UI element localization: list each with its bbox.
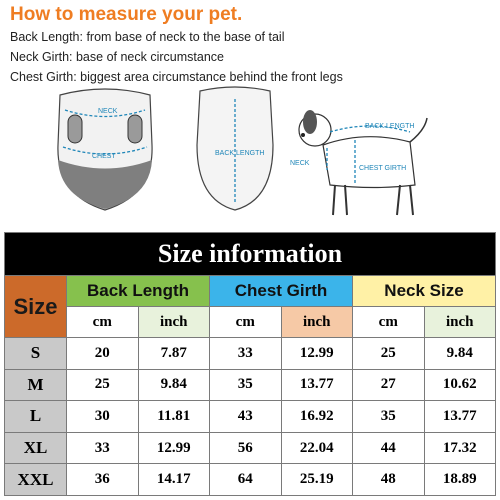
definition-chest-girth: Chest Girth: biggest area circumstance b… [10, 70, 343, 84]
group-header-back-length: Back Length [66, 275, 210, 307]
unit-header: inch [137, 306, 210, 338]
value-cell: 11.81 [137, 400, 210, 433]
front-neck-label: NECK [98, 108, 118, 115]
value-cell: 22.04 [280, 431, 353, 465]
value-cell: 14.17 [137, 463, 210, 496]
unit-header: inch [280, 306, 353, 338]
value-cell: 48 [352, 463, 425, 496]
value-cell: 35 [352, 400, 425, 433]
dog-chest-girth-label: CHEST GIRTH [359, 165, 406, 172]
value-cell: 12.99 [137, 431, 210, 465]
value-cell: 18.89 [423, 463, 496, 496]
value-cell: 13.77 [423, 400, 496, 433]
value-cell: 13.77 [280, 368, 353, 402]
value-cell: 20 [66, 337, 139, 370]
dog-neck-label: NECK [290, 160, 310, 167]
table-row: L 30 11.81 43 16.92 35 13.77 [4, 400, 496, 433]
definition-neck-girth: Neck Girth: base of neck circumstance [10, 50, 224, 64]
table-row: XL 33 12.99 56 22.04 44 17.32 [4, 431, 496, 465]
unit-header: cm [352, 306, 425, 338]
size-cell: M [4, 368, 67, 402]
garment-front-illustration: NECK CHEST [30, 85, 180, 215]
unit-header: cm [209, 306, 282, 338]
garment-back-illustration: BACK LENGTH [185, 85, 285, 215]
page-heading: How to measure your pet. [10, 4, 243, 25]
dog-illustration: BACK LENGTH NECK CHEST GIRTH [285, 90, 445, 230]
size-cell: XXL [4, 463, 67, 496]
value-cell: 27 [352, 368, 425, 402]
value-cell: 25 [352, 337, 425, 370]
dog-back-length-label: BACK LENGTH [365, 123, 414, 130]
definition-back-length: Back Length: from base of neck to the ba… [10, 30, 285, 44]
size-cell: XL [4, 431, 67, 465]
value-cell: 12.99 [280, 337, 353, 370]
value-cell: 17.32 [423, 431, 496, 465]
value-cell: 33 [66, 431, 139, 465]
table-row: S 20 7.87 33 12.99 25 9.84 [4, 337, 496, 370]
value-cell: 64 [209, 463, 282, 496]
value-cell: 7.87 [137, 337, 210, 370]
table-row: XXL 36 14.17 64 25.19 48 18.89 [4, 463, 496, 496]
value-cell: 33 [209, 337, 282, 370]
size-cell: S [4, 337, 67, 370]
value-cell: 25 [66, 368, 139, 402]
group-header-neck-size: Neck Size [352, 275, 496, 307]
value-cell: 10.62 [423, 368, 496, 402]
size-column-header: Size [4, 275, 67, 338]
value-cell: 9.84 [137, 368, 210, 402]
value-cell: 36 [66, 463, 139, 496]
back-length-label: BACK LENGTH [215, 150, 264, 157]
value-cell: 35 [209, 368, 282, 402]
value-cell: 25.19 [280, 463, 353, 496]
group-header-chest-girth: Chest Girth [209, 275, 353, 307]
value-cell: 56 [209, 431, 282, 465]
table-row: M 25 9.84 35 13.77 27 10.62 [4, 368, 496, 402]
value-cell: 16.92 [280, 400, 353, 433]
value-cell: 9.84 [423, 337, 496, 370]
unit-header: cm [66, 306, 139, 338]
size-cell: L [4, 400, 67, 433]
table-title: Size information [4, 232, 496, 276]
value-cell: 44 [352, 431, 425, 465]
size-table: Size information Size Back Length Chest … [4, 232, 496, 496]
value-cell: 30 [66, 400, 139, 433]
value-cell: 43 [209, 400, 282, 433]
unit-header: inch [423, 306, 496, 338]
front-chest-label: CHEST [92, 153, 116, 160]
